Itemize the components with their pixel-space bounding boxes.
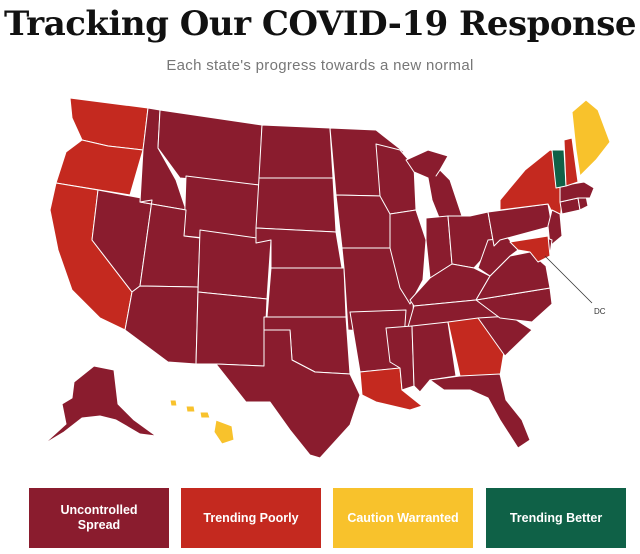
- state-south-dakota[interactable]: [255, 177, 337, 233]
- state-texas[interactable]: [215, 329, 361, 459]
- legend-uncontrolled-spread: Uncontrolled Spread: [29, 488, 169, 548]
- state-maine[interactable]: [571, 99, 611, 177]
- state-hawaii-3[interactable]: [199, 411, 211, 419]
- dc-label: DC: [594, 307, 606, 316]
- state-new-mexico[interactable]: [195, 291, 268, 367]
- state-maryland[interactable]: [509, 235, 551, 263]
- state-new-jersey[interactable]: [547, 209, 563, 247]
- state-hawaii-2[interactable]: [185, 405, 196, 413]
- page-subtitle: Each state's progress towards a new norm…: [166, 57, 474, 74]
- state-north-dakota[interactable]: [258, 124, 334, 179]
- legend-caution-warranted: Caution Warranted: [333, 488, 473, 548]
- state-hawaii[interactable]: [169, 399, 178, 407]
- dc-leader-line: [544, 255, 593, 304]
- state-hawaii-4[interactable]: [213, 419, 235, 445]
- legend: Uncontrolled Spread Trending Poorly Caut…: [0, 488, 640, 548]
- state-massachusetts[interactable]: [559, 181, 595, 203]
- state-montana[interactable]: [157, 109, 263, 186]
- state-new-hampshire[interactable]: [563, 137, 579, 187]
- state-alaska[interactable]: [43, 365, 157, 445]
- state-arizona[interactable]: [124, 285, 199, 365]
- state-illinois[interactable]: [389, 209, 427, 305]
- state-florida[interactable]: [429, 373, 531, 449]
- state-oregon[interactable]: [55, 139, 144, 196]
- state-michigan[interactable]: [405, 149, 463, 221]
- legend-trending-poorly: Trending Poorly: [181, 488, 321, 548]
- legend-trending-better: Trending Better: [486, 488, 626, 548]
- state-kansas[interactable]: [266, 267, 347, 318]
- page-title: Tracking Our COVID-19 Response: [3, 4, 637, 44]
